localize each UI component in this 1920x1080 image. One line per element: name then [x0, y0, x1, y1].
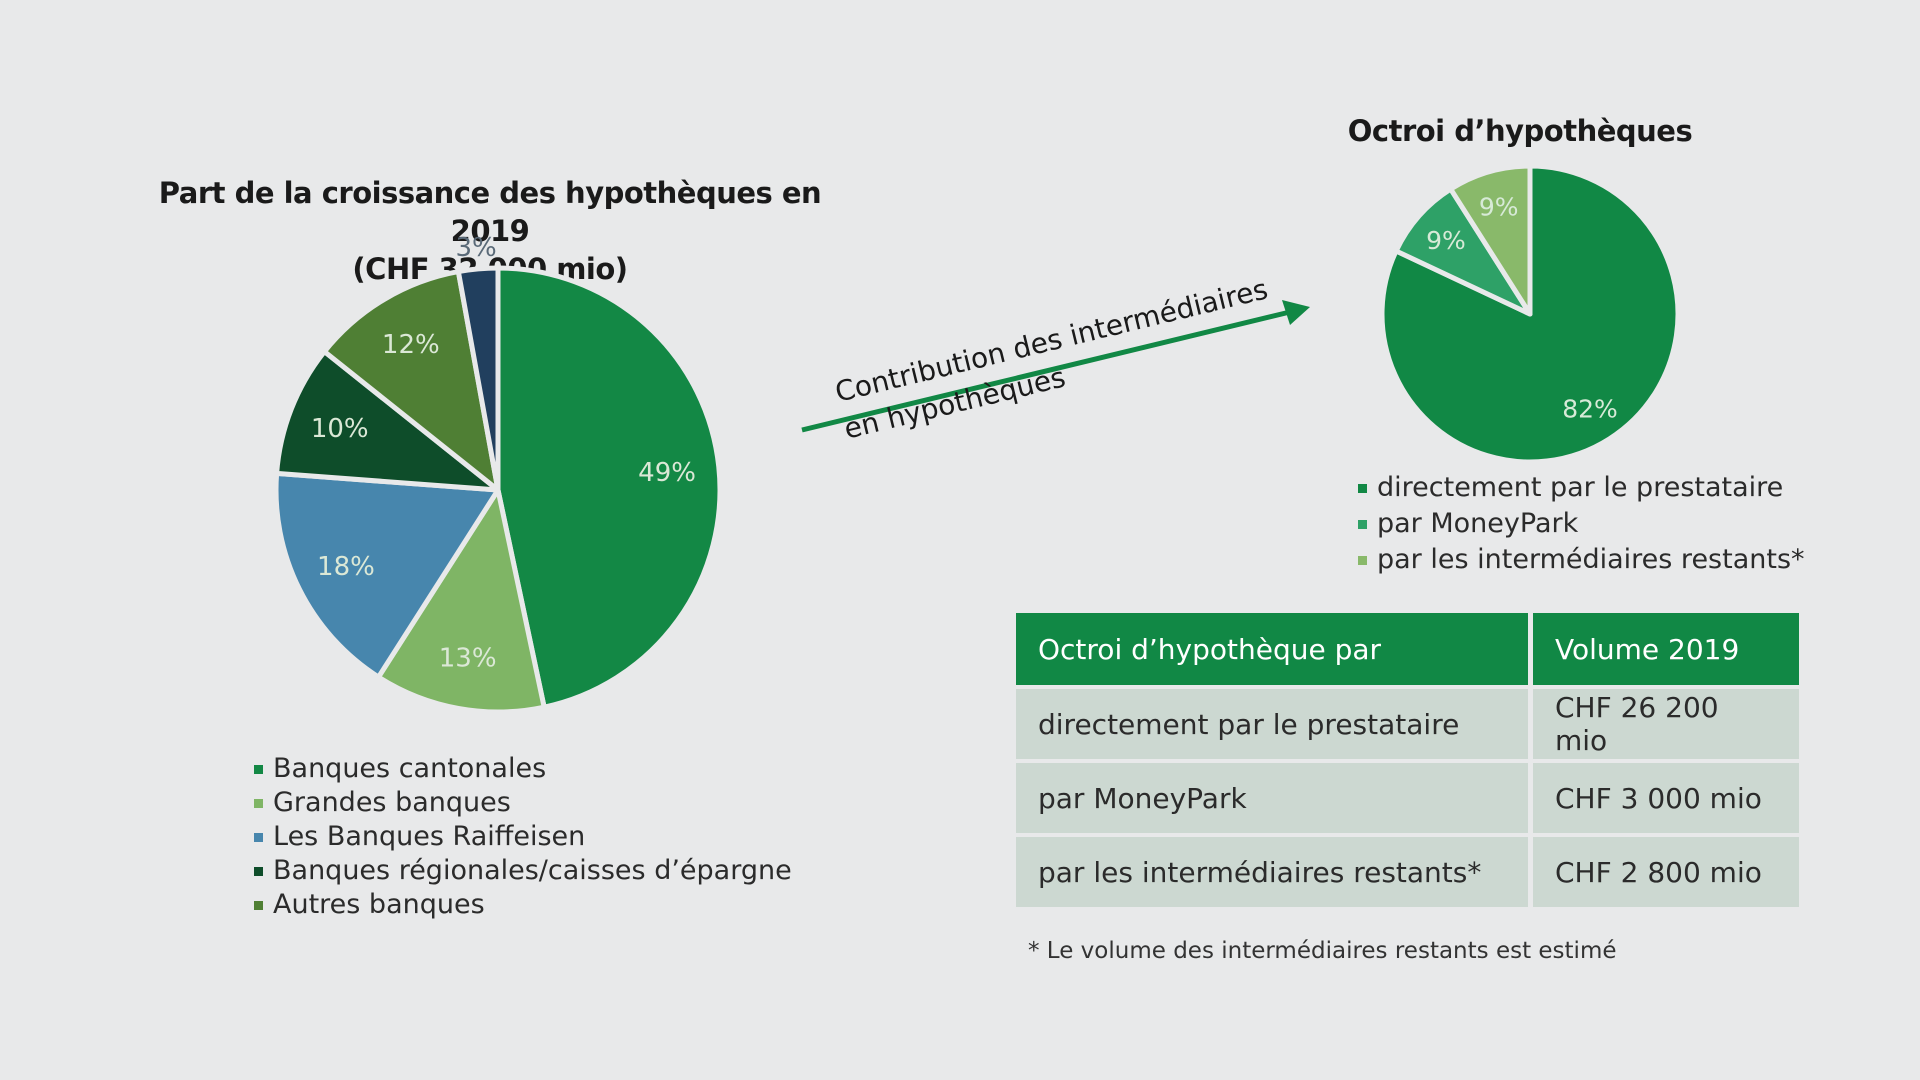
legend-label: directement par le prestataire [1377, 472, 1784, 503]
arrow-line [801, 309, 1291, 433]
right-chart-legend: directement par le prestataire par Money… [1358, 470, 1805, 578]
volume-table: Octroi d’hypothèque par Volume 2019 dire… [1016, 613, 1799, 907]
table-header-cell: Octroi d’hypothèque par [1016, 613, 1533, 685]
pie-slice [375, 487, 547, 715]
legend-label: Les Banques Raiffeisen [273, 821, 586, 852]
legend-swatch [254, 764, 263, 774]
table-cell: par les intermédiaires restants* [1016, 833, 1533, 907]
legend-swatch [254, 866, 263, 876]
table-cell: CHF 2 800 mio [1533, 833, 1799, 907]
table-cell: CHF 3 000 mio [1533, 759, 1799, 833]
legend-swatch [254, 798, 263, 808]
pie-slice [273, 470, 501, 680]
table-cell: directement par le prestataire [1016, 685, 1533, 759]
legend-label: par les intermédiaires restants* [1377, 544, 1805, 575]
pie-slice [274, 349, 501, 493]
table-row: par MoneyPark CHF 3 000 mio [1016, 759, 1799, 833]
legend-item-grandes: Grandes banques [254, 786, 792, 820]
legend-item-regionales: Banques régionales/caisses d’épargne [254, 854, 792, 888]
legend-item-raiffeisen: Les Banques Raiffeisen [254, 820, 792, 854]
legend-swatch [1358, 519, 1367, 529]
legend-item-cantonales: Banques cantonales [254, 752, 792, 786]
legend-swatch [254, 832, 263, 842]
legend-item-restants: par les intermédiaires restants* [1358, 542, 1805, 578]
legend-swatch [254, 900, 263, 910]
pie-slice-label: 9% [1426, 226, 1466, 255]
pie-slice-label: 12% [382, 330, 440, 360]
left-pie-chart: 49% 13% 18% 10% 12% 3% [273, 233, 723, 715]
table-row: par les intermédiaires restants* CHF 2 8… [1016, 833, 1799, 907]
pie-slice [321, 269, 501, 493]
footnote: * Le volume des intermédiaires restants … [1028, 938, 1617, 964]
pie-slice-label: 18% [317, 552, 375, 582]
arrow-head-icon [1282, 300, 1310, 325]
pie-slice-label: 49% [638, 458, 696, 488]
left-chart-title-main: Part de la croissance des hypothèques en… [158, 176, 822, 248]
table-row: directement par le prestataire CHF 26 20… [1016, 685, 1799, 759]
pie-slice [455, 265, 501, 493]
legend-label: Banques régionales/caisses d’épargne [273, 855, 792, 886]
right-chart-title: Octroi d’hypothèques [1347, 114, 1693, 148]
legend-label: Banques cantonales [273, 753, 547, 784]
table-cell: par MoneyPark [1016, 759, 1533, 833]
left-chart-title: Part de la croissance des hypothèques en… [150, 174, 830, 288]
contribution-arrow: Contribution des intermédiaires en hypot… [801, 272, 1310, 446]
legend-label: Grandes banques [273, 787, 511, 818]
table-header-cell: Volume 2019 [1533, 613, 1799, 685]
right-pie-chart: 82% 9% 9% [1379, 163, 1681, 465]
pie-slice-label: 9% [1479, 192, 1519, 221]
table-header-row: Octroi d’hypothèque par Volume 2019 [1016, 613, 1799, 685]
pie-slice-label: 3% [456, 233, 497, 263]
legend-swatch [1358, 483, 1367, 493]
left-chart-legend: Banques cantonales Grandes banques Les B… [254, 752, 792, 922]
legend-swatch [1358, 555, 1367, 565]
arrow-label-group: Contribution des intermédiaires en hypot… [832, 272, 1271, 445]
legend-label: par MoneyPark [1377, 508, 1579, 539]
legend-label: Autres banques [273, 889, 485, 920]
pie-slice [1448, 163, 1533, 317]
pie-slice-label: 13% [439, 643, 497, 673]
legend-item-direct: directement par le prestataire [1358, 470, 1805, 506]
pie-slice-label: 82% [1562, 395, 1618, 424]
pie-slice-label: 10% [311, 414, 369, 444]
legend-item-moneypark: par MoneyPark [1358, 506, 1805, 542]
legend-item-autres: Autres banques [254, 888, 792, 922]
pie-slice [495, 265, 723, 710]
table-cell: CHF 26 200 mio [1533, 685, 1799, 759]
